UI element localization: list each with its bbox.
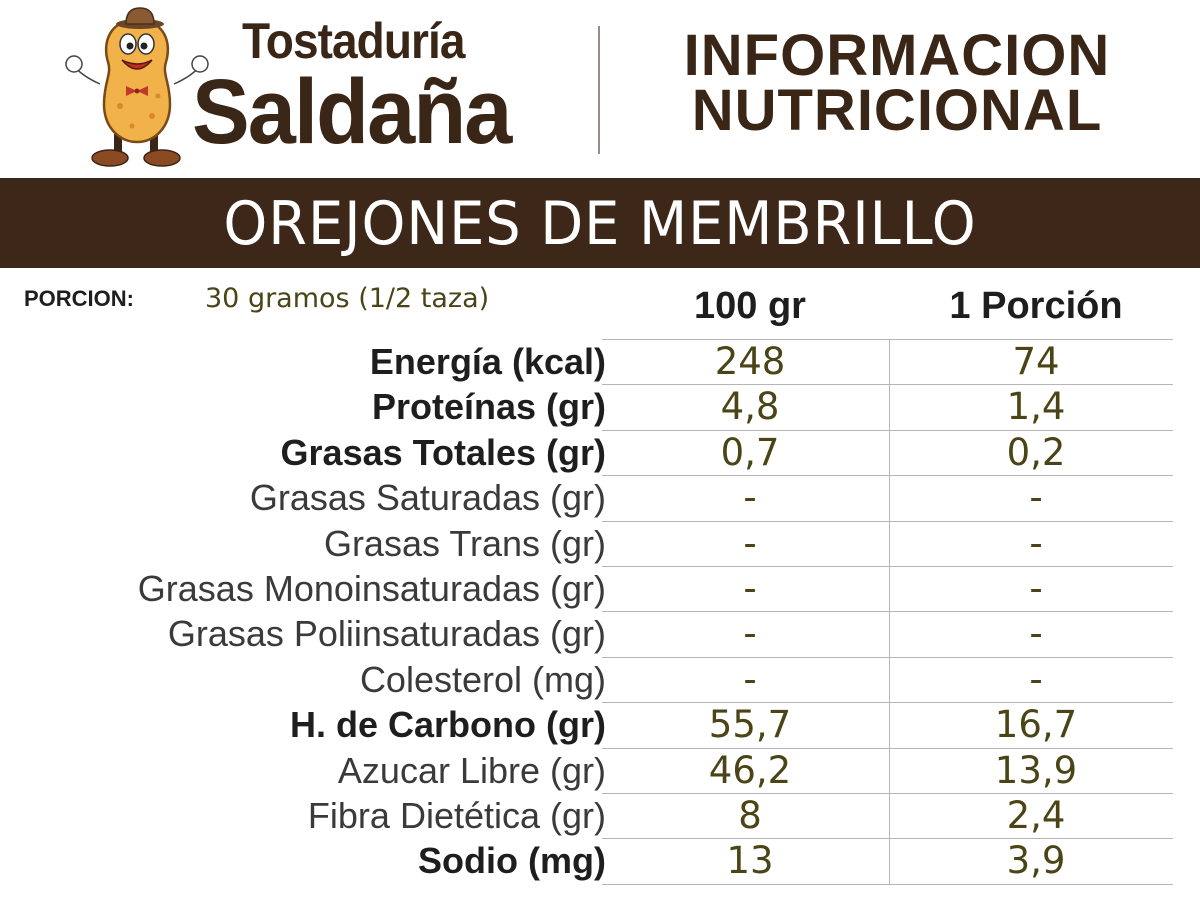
table-row: Energía (kcal) 248 74	[0, 339, 1200, 384]
table-row: H. de Carbono (gr) 55,7 16,7	[0, 702, 1200, 747]
value-per-100gr: -	[743, 476, 757, 520]
row-divider	[602, 656, 1173, 658]
table-row: Colesterol (mg) - -	[0, 656, 1200, 702]
table-row: Proteínas (gr) 4,8 1,4	[0, 384, 1200, 429]
value-per-portion: 1,4	[1006, 385, 1066, 429]
nutrient-label: Colesterol (mg)	[359, 658, 606, 700]
value-per-portion: 0,2	[1006, 430, 1066, 474]
nutrient-label: Grasas Totales (gr)	[280, 431, 606, 473]
row-divider	[602, 747, 1173, 749]
table-row: Grasas Saturadas (gr) - -	[0, 475, 1200, 520]
portion-value: 30 gramos (1/2 taza)	[205, 283, 490, 314]
column-divider	[889, 339, 890, 884]
product-banner: OREJONES DE MEMBRILLO	[0, 178, 1200, 268]
header-divider	[598, 26, 600, 154]
row-divider	[602, 838, 1173, 840]
value-per-portion: 13,9	[994, 748, 1078, 792]
portion-label: PORCION:	[24, 286, 134, 311]
table-row: Fibra Dietética (gr) 8 2,4	[0, 792, 1200, 838]
value-per-100gr: 0,7	[720, 430, 780, 474]
value-per-100gr: 46,2	[708, 748, 792, 792]
nutrient-label: Proteínas (gr)	[371, 386, 606, 428]
value-per-100gr: 248	[714, 340, 786, 383]
column-header-100gr: 100 gr	[694, 285, 806, 327]
product-name: OREJONES DE MEMBRILLO	[223, 189, 977, 259]
nutrient-label: Fibra Dietética (gr)	[307, 794, 606, 836]
row-divider	[602, 520, 1173, 522]
brand-name-line2: Saldaña	[192, 61, 512, 163]
value-per-portion: -	[1029, 521, 1043, 565]
value-per-100gr: 55,7	[708, 703, 792, 747]
value-per-portion: -	[1029, 476, 1043, 520]
brand-logo: Tostaduría Saldaña	[192, 12, 537, 162]
value-per-100gr: -	[743, 657, 757, 701]
row-divider	[602, 475, 1173, 477]
value-per-portion: 3,9	[1006, 839, 1066, 883]
value-per-portion: -	[1029, 657, 1043, 701]
row-divider	[602, 792, 1173, 794]
row-divider	[602, 702, 1173, 704]
row-divider	[602, 339, 1173, 340]
nutrient-label: Grasas Poliinsaturadas (gr)	[167, 613, 606, 655]
page-title-line2: NUTRICIONAL	[691, 78, 1103, 143]
nutrient-label: Grasas Monoinsaturadas (gr)	[137, 567, 606, 609]
row-divider	[602, 429, 1173, 431]
nutrient-label: Grasas Saturadas (gr)	[249, 477, 606, 519]
nutrient-label: Energía (kcal)	[369, 341, 606, 382]
table-row: Grasas Monoinsaturadas (gr) - -	[0, 565, 1200, 611]
value-per-portion: 74	[1012, 340, 1060, 383]
value-per-100gr: 13	[726, 839, 774, 883]
nutrition-table: Energía (kcal) 248 74 Proteínas (gr) 4,8 1,4 G…	[0, 339, 1200, 885]
row-divider	[602, 565, 1173, 567]
row-divider	[602, 883, 1173, 885]
value-per-portion: -	[1029, 612, 1043, 656]
value-per-100gr: 8	[738, 793, 762, 837]
page-title: INFORMACION NUTRICIONAL	[612, 23, 1182, 143]
value-per-portion: 2,4	[1006, 793, 1066, 837]
value-per-100gr: 4,8	[720, 385, 780, 429]
value-per-portion: -	[1029, 566, 1043, 610]
row-divider	[602, 611, 1173, 613]
column-header-portion: 1 Porción	[949, 285, 1123, 327]
table-row: Azucar Libre (gr) 46,2 13,9	[0, 747, 1200, 793]
table-row: Grasas Trans (gr) - -	[0, 520, 1200, 566]
nutrient-label: Grasas Trans (gr)	[323, 522, 606, 564]
nutrient-label: H. de Carbono (gr)	[290, 704, 606, 746]
nutrient-label: Sodio (mg)	[418, 840, 606, 882]
row-divider	[602, 384, 1173, 386]
value-per-100gr: -	[743, 612, 757, 656]
value-per-100gr: -	[743, 521, 757, 565]
table-row: Grasas Poliinsaturadas (gr) - -	[0, 611, 1200, 656]
table-row: Sodio (mg) 13 3,9	[0, 838, 1200, 883]
brand-name-line1: Tostaduría	[242, 13, 465, 69]
value-per-portion: 16,7	[994, 703, 1078, 747]
table-row: Grasas Totales (gr) 0,7 0,2	[0, 429, 1200, 475]
page-title-line1: INFORMACION	[683, 23, 1111, 88]
nutrient-label: Azucar Libre (gr)	[337, 749, 606, 791]
value-per-100gr: -	[743, 566, 757, 610]
peanut-mascot-logo	[65, 7, 209, 167]
